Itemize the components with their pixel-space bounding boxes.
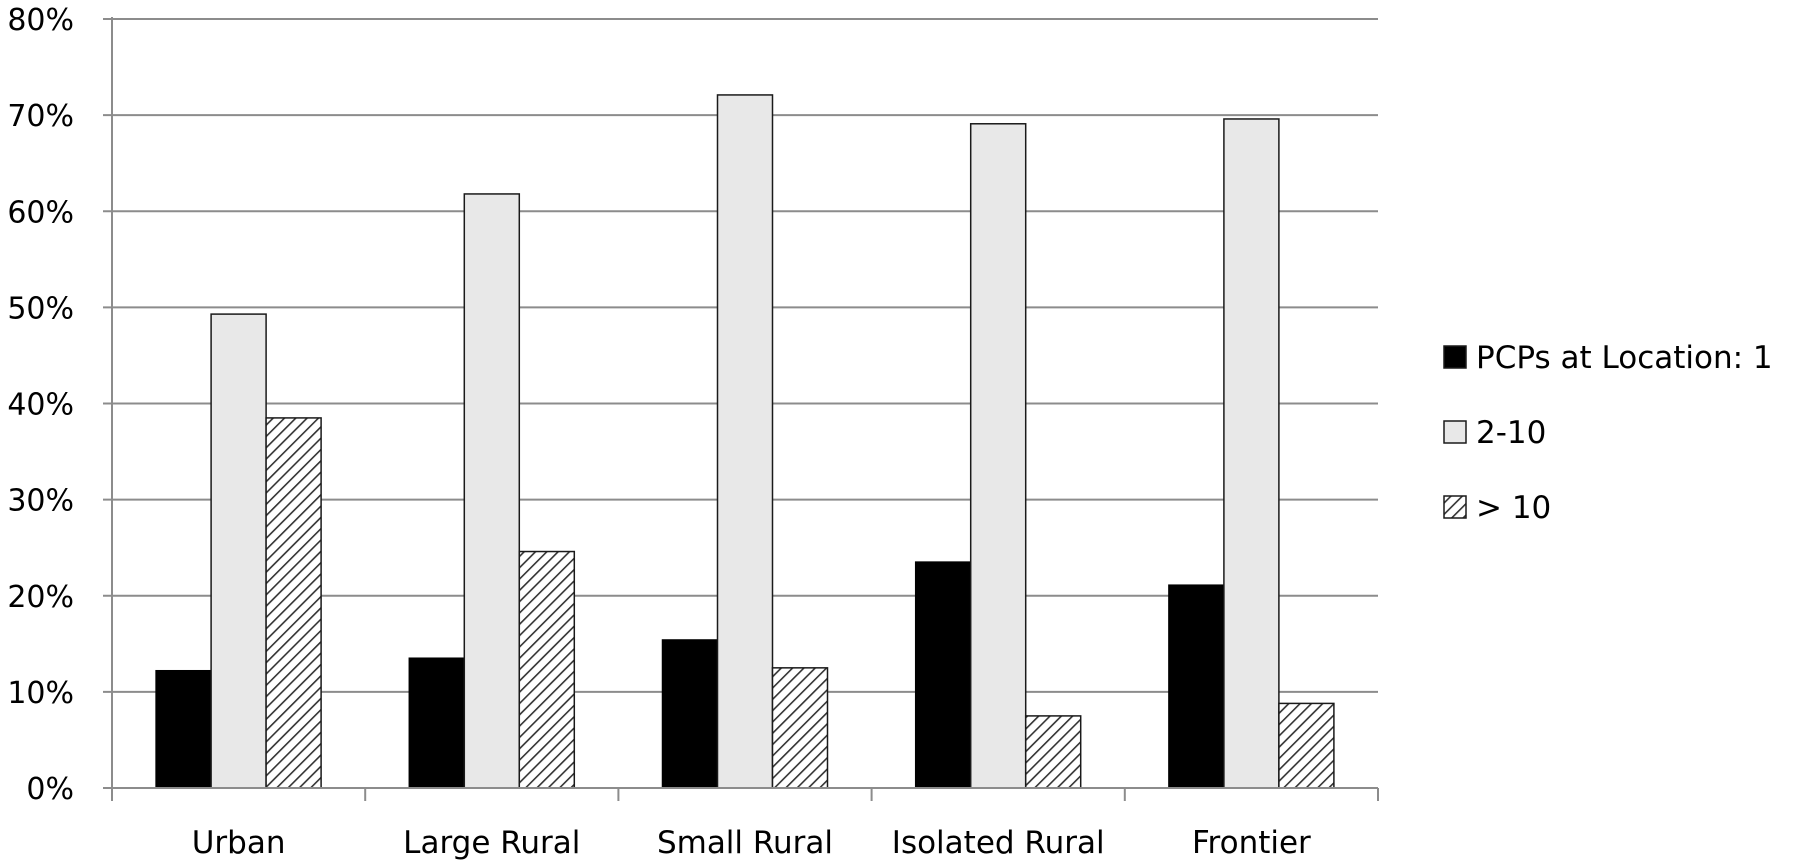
y-tick-label: 40% [7,388,74,423]
y-tick-label: 30% [7,484,74,519]
legend-swatch-series-2 [1443,420,1467,444]
axes [103,17,1379,801]
bars-group [155,94,1335,789]
legend-label-series-3: > 10 [1476,490,1551,526]
bar-urban-series-1 [155,669,212,789]
x-category-label: Urban [192,825,286,861]
legend-swatch-series-3 [1443,495,1467,519]
bar-frontier-series-1 [1168,584,1225,789]
legend-label-series-1: PCPs at Location: 1 [1476,340,1773,376]
y-tick-label: 10% [7,676,74,711]
bar-large-rural-series-3 [518,550,576,789]
bar-large-rural-series-1 [408,657,466,789]
bar-frontier-series-3 [1278,702,1335,789]
y-tick-label: 60% [7,195,74,230]
y-tick-label: 80% [7,3,74,38]
y-axis-tick-labels: 0% 10% 20% 30% 40% 50% 60% 70% 80% [7,3,74,807]
legend-swatch-series-1 [1443,345,1467,369]
y-tick-label: 50% [7,291,74,326]
bar-small-rural-series-1 [661,639,719,789]
bar-urban-series-2 [210,313,267,789]
bar-frontier-series-2 [1223,118,1280,789]
bar-small-rural-series-2 [716,94,774,789]
bar-urban-series-3 [265,417,322,789]
bar-isolated-rural-series-2 [969,123,1027,789]
y-tick-label: 0% [26,772,74,807]
x-category-label: Large Rural [403,825,580,861]
y-tick-label: 20% [7,580,74,615]
legend: PCPs at Location: 1 2-10 > 10 [1443,340,1773,526]
bar-large-rural-series-2 [463,193,521,789]
bar-small-rural-series-3 [771,667,829,789]
bar-isolated-rural-series-1 [914,561,972,789]
x-axis-category-labels: Urban Large Rural Small Rural Isolated Rura… [192,825,1311,861]
x-category-label: Frontier [1192,825,1311,861]
x-category-label: Small Rural [657,825,833,861]
x-category-label: Isolated Rural [892,825,1105,861]
bar-isolated-rural-series-3 [1024,715,1082,789]
legend-label-series-2: 2-10 [1476,415,1546,451]
y-tick-label: 70% [7,99,74,134]
